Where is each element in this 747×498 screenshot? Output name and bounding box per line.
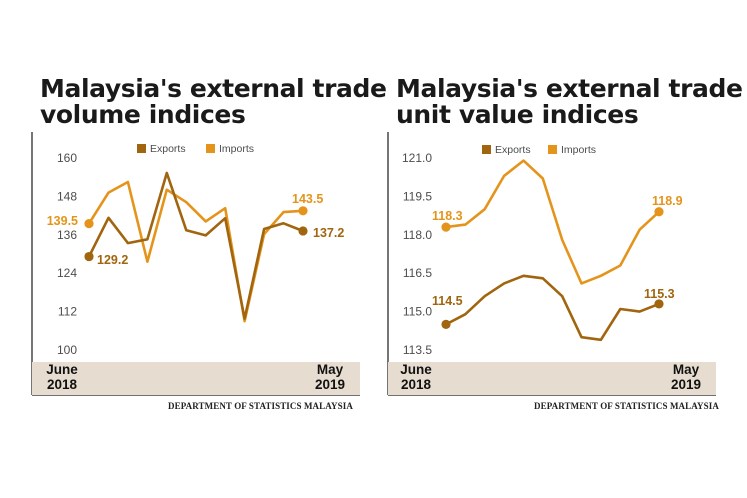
unit-value-y-tick-label: 115.0 [403,305,432,319]
volume-imports-line [87,180,305,323]
volume-imports-end-data-label: 143.5 [292,192,323,206]
unit-value-exports-end-data-label: 115.3 [644,287,675,301]
unit-value-chart-title-line-2: unit value indices [396,100,639,129]
volume-x-start-label: June [46,362,78,377]
unit-value-x-end-label: 2019 [671,377,701,392]
unit-value-y-tick-label: 119.5 [403,189,432,203]
unit-value-legend-label-imports: Imports [561,144,596,156]
unit-value-imports-end-data-label: 118.9 [652,194,683,208]
volume-chart-title-line-1: Malaysia's external trade [40,74,387,103]
unit-value-y-tick-label: 121.0 [402,151,432,165]
unit-value-chart-panel: Malaysia's external trade unit value ind… [372,0,743,498]
volume-legend-label-imports: Imports [219,143,254,155]
volume-y-tick-label: 160 [57,151,77,165]
volume-x-start-label: 2018 [47,377,78,392]
volume-y-tick-label: 148 [57,189,77,203]
unit-value-imports-line [444,159,661,285]
volume-x-end-label: May [317,362,344,377]
unit-value-imports-start-point [441,222,451,232]
unit-value-y-tick-label: 113.5 [403,343,432,357]
unit-value-chart-title-line-1: Malaysia's external trade [396,74,743,103]
volume-exports-line [87,171,305,320]
unit-value-x-end-label: May [673,362,700,377]
volume-chart-title-line-2: volume indices [40,100,246,129]
unit-value-y-tick-label: 116.5 [403,266,432,280]
unit-value-legend-label-exports: Exports [495,144,531,156]
volume-exports-end-data-label: 137.2 [313,226,344,240]
unit-value-chart-title: Malaysia's external trade unit value ind… [396,74,743,129]
volume-y-tick-label: 136 [57,228,77,242]
volume-exports-end-point [298,226,308,236]
volume-chart-svg: 100 112 124 136 148 160 Exports Imports 139.5 129… [31,132,360,396]
unit-value-x-band [388,362,716,395]
unit-value-y-tick-label: 118.0 [403,228,432,242]
volume-exports-start-data-label: 129.2 [97,253,128,267]
volume-legend-label-exports: Exports [150,143,186,155]
volume-chart-panel: Malaysia's external trade volume indices… [0,0,387,498]
unit-value-chart-svg: 113.5 115.0 116.5 118.0 119.5 121.0 Exports Imp… [387,132,716,396]
volume-exports-start-point [84,251,94,262]
volume-legend-swatch-exports [137,144,146,153]
unit-value-legend-swatch-imports [548,145,557,154]
volume-chart-title: Malaysia's external trade volume indices [40,74,387,129]
volume-y-tick-label: 124 [57,266,77,280]
unit-value-exports-line [444,274,661,342]
unit-value-imports-start-data-label: 118.3 [432,209,463,223]
volume-imports-start-data-label: 139.5 [47,214,78,228]
volume-imports-end-point [298,206,308,216]
volume-y-tick-label: 112 [58,305,77,319]
volume-y-tick-label: 100 [57,343,77,357]
unit-value-exports-end-point [654,299,664,309]
unit-value-legend-swatch-exports [482,145,491,154]
volume-x-end-label: 2019 [315,377,345,392]
unit-value-exports-start-data-label: 114.5 [432,294,463,308]
volume-chart-source: DEPARTMENT OF STATISTICS MALAYSIA [168,401,353,411]
volume-imports-start-point [84,219,94,229]
unit-value-chart-source: DEPARTMENT OF STATISTICS MALAYSIA [534,401,719,411]
unit-value-exports-start-point [441,319,451,329]
unit-value-x-start-label: 2018 [401,377,432,392]
unit-value-imports-end-point [654,207,664,217]
volume-x-band [32,362,360,395]
volume-legend-swatch-imports [206,144,215,153]
unit-value-x-start-label: June [400,362,432,377]
